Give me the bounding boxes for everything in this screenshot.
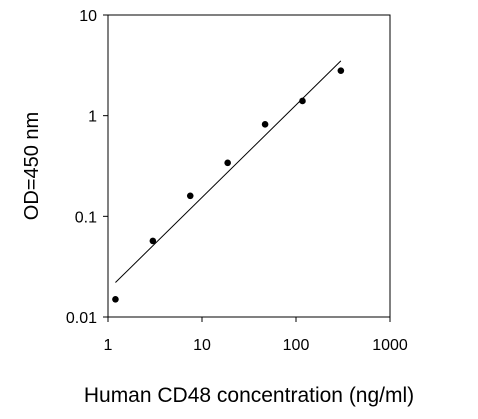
data-point: [261, 121, 269, 128]
data-point: [337, 67, 345, 74]
chart-marks: [112, 60, 345, 303]
x-tick-label: 1: [104, 337, 113, 354]
data-point: [224, 159, 231, 167]
data-point: [186, 192, 194, 200]
x-tick-label: 100: [283, 337, 310, 354]
data-point: [149, 237, 157, 245]
y-tick-label: 10: [79, 8, 97, 25]
x-axis-ticks: 1 10 100 1000: [104, 317, 408, 354]
y-tick-label: 0.01: [66, 310, 97, 327]
y-axis-label: OD=450 nm: [21, 112, 43, 220]
y-tick-label: 0.1: [75, 209, 97, 226]
y-tick-label: 1: [88, 109, 97, 126]
data-point: [299, 97, 306, 105]
y-axis-ticks: 0.01 0.1 1 10: [66, 8, 108, 327]
x-tick-label: 1000: [372, 337, 408, 354]
x-tick-label: 10: [193, 337, 211, 354]
plot-area-frame: [107, 14, 391, 318]
data-point: [112, 295, 119, 303]
x-axis-label: Human CD48 concentration (ng/ml): [84, 384, 414, 407]
fit-line: [115, 60, 342, 283]
